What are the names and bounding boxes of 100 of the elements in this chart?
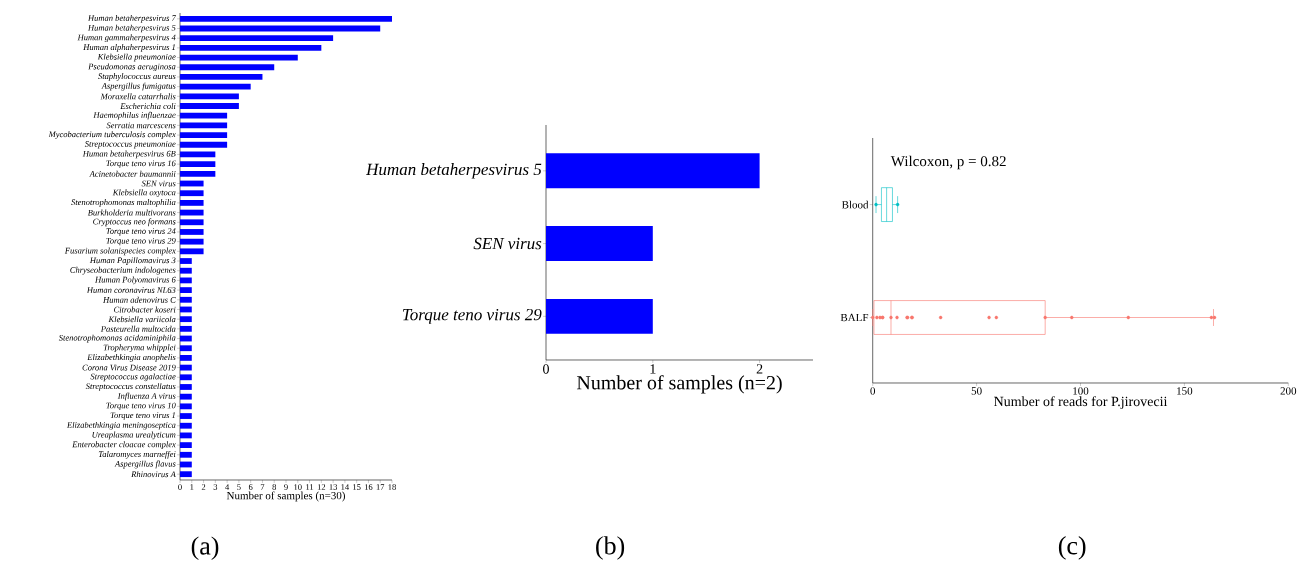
y-tick-label: SEN virus — [141, 180, 176, 187]
y-tick-label: Blood — [841, 200, 869, 209]
x-tick-label: 17 — [376, 484, 385, 490]
y-tick-label: Torque teno virus 1 — [110, 412, 175, 420]
x-tick-label: 150 — [1177, 387, 1193, 395]
x-tick-label: 11 — [306, 484, 314, 490]
y-tick-label: Stenotrophomonas acidaminiphila — [58, 334, 176, 343]
y-tick-label: Staphylococcus aureus — [98, 73, 176, 81]
y-tick-label: Torque teno virus 29 — [106, 237, 176, 246]
bar — [180, 267, 192, 274]
x-tick-label: 0 — [543, 364, 549, 374]
x-axis-title: Number of samples (n=30) — [226, 491, 345, 502]
bar — [180, 403, 192, 410]
y-tick-label: BALF — [840, 313, 869, 322]
text: (c) — [1058, 536, 1086, 560]
bar — [180, 422, 192, 429]
bar — [180, 122, 228, 129]
bar — [180, 384, 192, 390]
x-tick-label: 12 — [317, 484, 326, 490]
bar — [180, 325, 192, 332]
y-tick-label: Aspergillus flavus — [114, 460, 176, 469]
bar — [180, 15, 392, 22]
bar — [180, 229, 204, 235]
x-tick-label: 100 — [1073, 387, 1089, 395]
x-tick-label: 8 — [272, 484, 277, 490]
y-tick-label: Klebsiella oxytoca — [112, 189, 176, 198]
bar — [180, 258, 192, 264]
y-tick-label: Torque teno virus 29 — [402, 308, 542, 324]
y-tick-label: Human adenovirus C — [103, 296, 176, 303]
bar — [180, 364, 192, 371]
y-tick-label: Human gammaherpesvirus 4 — [77, 34, 176, 43]
y-tick-label: Ureaplasma urealyticum — [92, 431, 176, 440]
y-tick-label: Tropheryma whipplei — [103, 344, 176, 353]
y-tick-label: Citrobacter koseri — [114, 306, 176, 313]
y-tick-label: Streptococcus constellatus — [85, 383, 176, 391]
bar — [180, 451, 192, 458]
bar — [180, 345, 192, 352]
x-tick-label: 2 — [756, 364, 763, 374]
bar — [180, 287, 192, 293]
bar — [180, 103, 239, 109]
x-axis-title: Number of samples (n=2) — [576, 375, 782, 394]
y-tick-label: Influenza A virus — [117, 392, 176, 401]
x-tick-label: 16 — [364, 484, 373, 490]
bar — [180, 190, 204, 197]
x-tick-label: 0 — [178, 484, 182, 490]
y-tick-label: Human betaherpesvirus 5 — [87, 24, 176, 33]
x-tick-label: 13 — [329, 484, 338, 490]
annotation: Wilcoxon, p = 0.82 — [890, 155, 1006, 170]
x-tick-label: 5 — [237, 484, 241, 490]
y-tick-label: Elizabethkingia anophelis — [87, 354, 176, 362]
x-tick-label: 1 — [650, 364, 656, 374]
y-tick-label: Human betaherpesvirus 6B — [82, 150, 176, 159]
bar — [180, 44, 322, 51]
y-tick-label: Human Polyomavirus 6 — [94, 276, 176, 285]
y-tick-label: Human coronavirus NL63 — [86, 287, 176, 293]
y-tick-label: Human alphaherpesvirus 1 — [83, 44, 175, 52]
x-tick-label: 18 — [388, 484, 396, 490]
bar — [180, 170, 216, 177]
y-tick-label: Haemophilus influenzae — [93, 111, 176, 120]
bar — [180, 83, 251, 90]
text: (b) — [596, 536, 625, 560]
y-tick-label: Rhinovirus A — [131, 471, 176, 478]
bar — [180, 35, 334, 42]
bar — [180, 442, 192, 449]
y-tick-label: Human Papillomavirus 3 — [89, 257, 176, 265]
bar — [180, 93, 239, 100]
x-tick-label: 3 — [213, 484, 218, 490]
y-tick-label: Stenotrophomonas maltophilia — [71, 199, 176, 207]
y-tick-label: Streptococcus pneumoniae — [84, 141, 176, 149]
x-tick-label: 7 — [260, 484, 265, 490]
x-tick-label: 14 — [341, 484, 350, 490]
y-tick-label: Pasteurella multocida — [100, 325, 176, 332]
y-tick-label: Pseudomonas aeruginosa — [88, 63, 176, 72]
x-tick-label: 15 — [353, 484, 361, 490]
y-tick-label: Enterobacter cloacae complex — [72, 441, 176, 449]
bar — [180, 248, 204, 255]
bar — [180, 74, 263, 80]
y-tick-label: Escherichia coli — [120, 103, 176, 110]
bar — [180, 161, 216, 168]
y-tick-label: Human betaherpesvirus 7 — [87, 14, 177, 23]
x-tick-label: 4 — [225, 484, 230, 490]
bar — [180, 355, 192, 361]
x-tick-label: 9 — [284, 484, 288, 490]
y-tick-label: Fusarium solanispecies complex — [64, 247, 176, 256]
x-tick-label: 10 — [294, 484, 302, 490]
y-tick-label: Mycobacterium tuberculosis complex — [48, 131, 176, 139]
y-tick-label: Elizabethkingia meningoseptica — [66, 421, 176, 430]
x-tick-label: 0 — [870, 387, 876, 395]
bar — [180, 141, 228, 148]
x-tick-label: 2 — [201, 484, 206, 490]
y-tick-label: Klebsiella pneumoniae — [97, 53, 176, 62]
y-tick-label: Streptococcus agalactiae — [90, 373, 176, 382]
bar — [180, 374, 192, 381]
x-tick-label: 1 — [190, 484, 194, 490]
bar — [180, 316, 192, 323]
y-tick-label: Torque teno virus 16 — [106, 160, 176, 168]
bar — [180, 112, 228, 119]
y-tick-label: Torque teno virus 24 — [106, 228, 176, 236]
x-tick-label: 200 — [1280, 387, 1297, 395]
bar — [180, 277, 192, 284]
